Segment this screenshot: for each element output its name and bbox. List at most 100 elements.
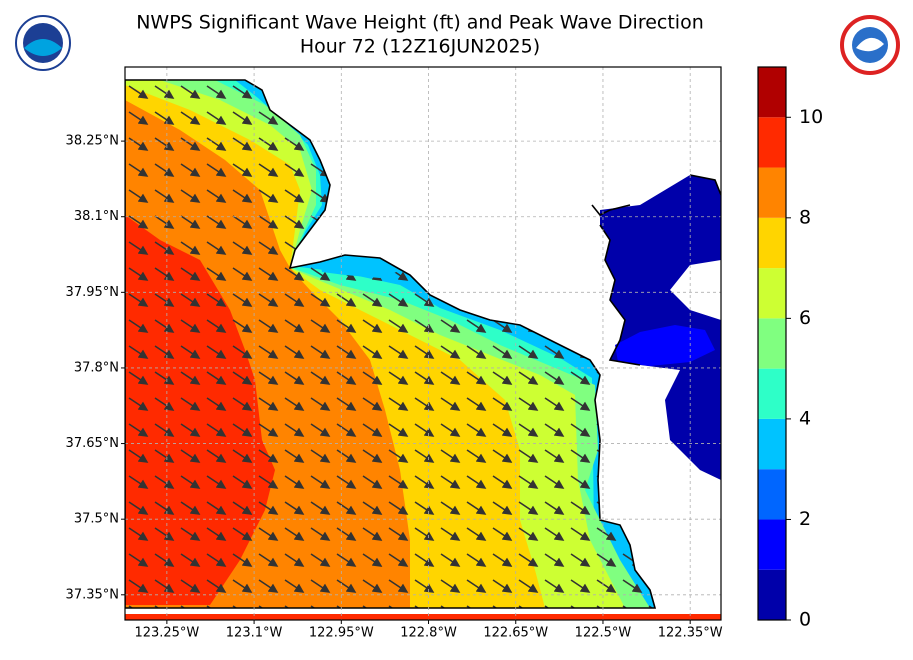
arrow bbox=[492, 553, 513, 567]
arrow bbox=[466, 527, 487, 541]
arrow bbox=[388, 397, 409, 411]
arrow bbox=[284, 293, 305, 307]
arrow bbox=[544, 475, 565, 489]
arrow bbox=[362, 345, 383, 359]
arrow bbox=[128, 85, 149, 99]
arrow bbox=[310, 293, 331, 307]
arrow bbox=[388, 293, 409, 307]
arrow bbox=[570, 449, 591, 463]
arrow bbox=[154, 189, 175, 203]
arrow bbox=[310, 423, 331, 437]
colorbar-segment bbox=[758, 569, 786, 620]
arrow bbox=[232, 345, 253, 359]
arrow bbox=[154, 527, 175, 541]
x-tick-label: 122.5°W bbox=[575, 626, 632, 641]
arrow bbox=[284, 423, 305, 437]
arrow bbox=[232, 397, 253, 411]
arrow bbox=[518, 449, 539, 463]
arrow bbox=[258, 241, 279, 255]
x-tick-label: 122.35°W bbox=[658, 626, 723, 641]
arrow bbox=[258, 371, 279, 385]
arrow bbox=[440, 449, 461, 463]
arrow bbox=[206, 553, 227, 567]
arrow bbox=[310, 371, 331, 385]
arrow bbox=[180, 293, 201, 307]
arrow bbox=[232, 501, 253, 515]
arrow bbox=[284, 137, 305, 151]
arrow bbox=[544, 527, 565, 541]
arrow bbox=[310, 475, 331, 489]
arrow bbox=[596, 553, 617, 567]
arrow bbox=[466, 553, 487, 567]
colorbar-tick-label: 0 bbox=[799, 609, 811, 631]
arrow bbox=[466, 501, 487, 515]
arrow bbox=[258, 345, 279, 359]
arrow bbox=[154, 345, 175, 359]
arrow bbox=[518, 423, 539, 437]
arrow bbox=[206, 527, 227, 541]
arrow bbox=[154, 137, 175, 151]
arrow bbox=[284, 475, 305, 489]
arrow bbox=[128, 475, 149, 489]
arrow bbox=[388, 527, 409, 541]
arrow bbox=[336, 319, 357, 333]
arrow bbox=[284, 579, 305, 593]
arrow bbox=[258, 215, 279, 229]
arrow bbox=[570, 371, 591, 385]
arrow bbox=[466, 397, 487, 411]
arrow bbox=[336, 449, 357, 463]
colorbar-segment bbox=[758, 268, 786, 319]
arrow bbox=[232, 579, 253, 593]
arrow bbox=[154, 319, 175, 333]
arrow bbox=[466, 579, 487, 593]
arrow bbox=[336, 397, 357, 411]
arrow bbox=[492, 579, 513, 593]
arrow bbox=[128, 319, 149, 333]
x-tick-label: 122.95°W bbox=[309, 626, 374, 641]
arrow bbox=[414, 579, 435, 593]
x-tick-label: 122.65°W bbox=[483, 626, 548, 641]
arrow bbox=[232, 189, 253, 203]
arrow bbox=[258, 293, 279, 307]
arrow bbox=[414, 475, 435, 489]
noaa-logo bbox=[15, 15, 71, 71]
arrow bbox=[518, 579, 539, 593]
arrow bbox=[336, 293, 357, 307]
arrow bbox=[284, 267, 305, 281]
colorbar-segment bbox=[758, 368, 786, 419]
arrow bbox=[570, 475, 591, 489]
arrow bbox=[570, 553, 591, 567]
arrow bbox=[284, 527, 305, 541]
y-tick-label: 37.95°N bbox=[66, 285, 119, 300]
colorbar-segment bbox=[758, 519, 786, 570]
arrow bbox=[570, 527, 591, 541]
arrow bbox=[128, 553, 149, 567]
arrow bbox=[232, 527, 253, 541]
arrow bbox=[258, 501, 279, 515]
arrow bbox=[388, 345, 409, 359]
arrow bbox=[388, 449, 409, 463]
arrow bbox=[310, 527, 331, 541]
arrow bbox=[544, 579, 565, 593]
arrow bbox=[544, 449, 565, 463]
arrow bbox=[544, 397, 565, 411]
arrow bbox=[466, 449, 487, 463]
arrow bbox=[180, 449, 201, 463]
arrow bbox=[180, 215, 201, 229]
colorbar-segment bbox=[758, 117, 786, 168]
arrow bbox=[232, 371, 253, 385]
arrow bbox=[206, 267, 227, 281]
arrow bbox=[206, 241, 227, 255]
arrow bbox=[414, 553, 435, 567]
arrow bbox=[232, 319, 253, 333]
arrow bbox=[492, 319, 513, 333]
colorbar-tick-label: 4 bbox=[799, 407, 811, 429]
arrow bbox=[362, 319, 383, 333]
arrow bbox=[154, 449, 175, 463]
arrow bbox=[518, 371, 539, 385]
arrow bbox=[128, 397, 149, 411]
arrow bbox=[310, 579, 331, 593]
arrow bbox=[492, 449, 513, 463]
y-tick-label: 37.8°N bbox=[74, 360, 119, 375]
arrow bbox=[466, 475, 487, 489]
